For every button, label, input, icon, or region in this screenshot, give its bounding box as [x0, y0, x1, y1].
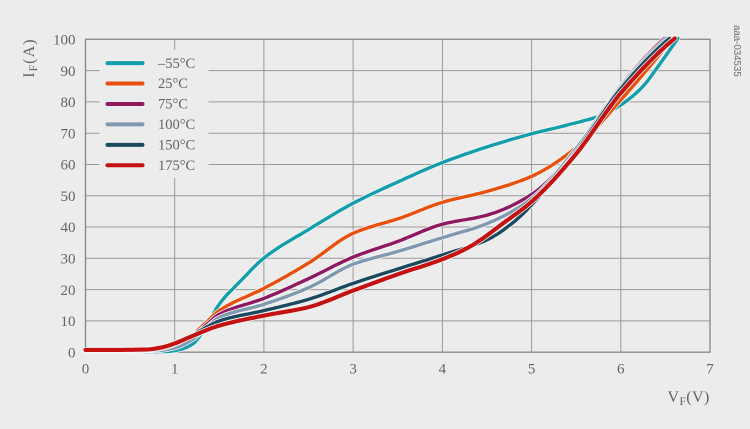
svg-text:IF(A): IF(A)	[21, 38, 40, 77]
svg-text:75°C: 75°C	[158, 97, 188, 113]
svg-text:100: 100	[53, 33, 76, 49]
svg-text:aaa-034535: aaa-034535	[731, 25, 742, 77]
svg-text:6: 6	[617, 361, 625, 377]
svg-text:5: 5	[528, 361, 536, 377]
svg-text:0: 0	[82, 361, 90, 377]
svg-text:VF(V): VF(V)	[668, 389, 710, 408]
svg-text:175°C: 175°C	[158, 158, 195, 174]
svg-text:–55°C: –55°C	[157, 56, 195, 72]
svg-text:2: 2	[260, 361, 268, 377]
svg-text:0: 0	[68, 345, 76, 361]
svg-text:3: 3	[349, 361, 357, 377]
svg-text:90: 90	[61, 64, 76, 80]
svg-text:1: 1	[171, 361, 179, 377]
svg-text:150°C: 150°C	[158, 138, 195, 154]
svg-text:40: 40	[61, 220, 76, 236]
svg-text:20: 20	[61, 283, 76, 299]
svg-text:50: 50	[61, 189, 76, 205]
svg-text:100°C: 100°C	[158, 117, 195, 133]
svg-text:70: 70	[61, 126, 76, 142]
svg-text:80: 80	[61, 95, 76, 111]
svg-text:7: 7	[706, 361, 714, 377]
svg-text:10: 10	[61, 314, 76, 330]
svg-text:30: 30	[61, 252, 76, 268]
svg-text:25°C: 25°C	[158, 76, 188, 92]
svg-text:60: 60	[61, 158, 76, 174]
svg-text:4: 4	[439, 361, 447, 377]
